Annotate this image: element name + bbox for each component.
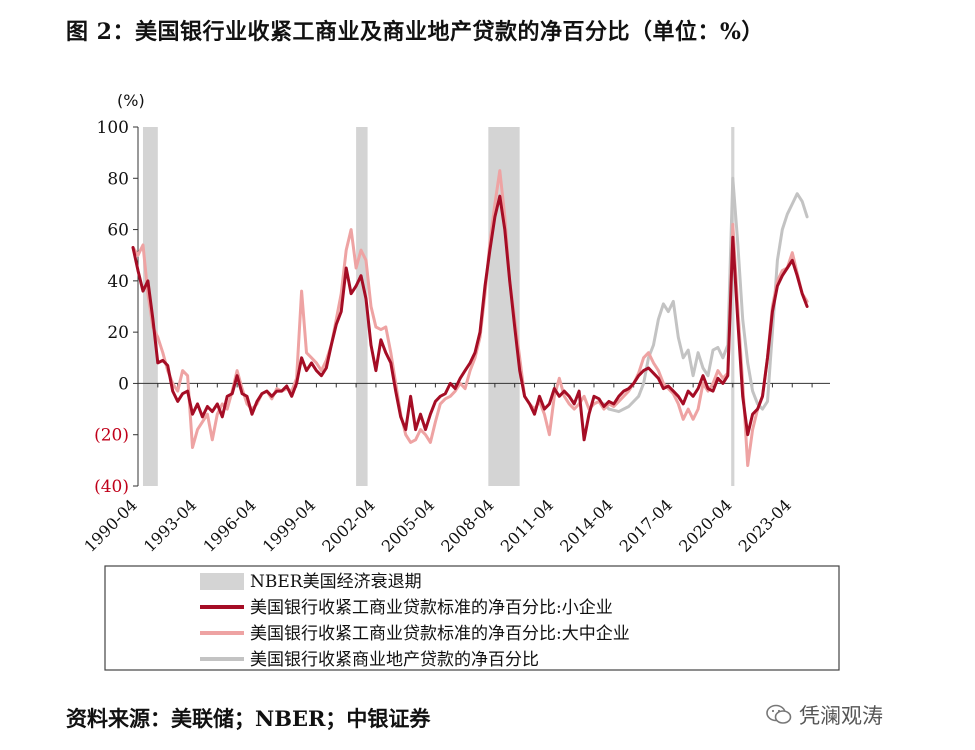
- y-tick-label: 100: [97, 118, 129, 138]
- x-tick-labels: 1990-04 1993-04 1996-04 1999-04 2002-04 2005-…: [80, 495, 795, 555]
- x-tick-label: 2008-04: [437, 495, 497, 555]
- legend-label: 美国银行收紧工商业贷款标准的净百分比:小企业: [250, 598, 613, 618]
- watermark-text: 凭澜观涛: [799, 704, 883, 728]
- recession-band: [356, 127, 368, 486]
- wechat-icon: [766, 704, 792, 724]
- series-line-3: [131, 194, 809, 442]
- recession-band: [731, 127, 735, 486]
- y-tick-label: 80: [107, 169, 129, 189]
- y-unit-label: (%): [117, 91, 145, 110]
- series-lines: [131, 169, 809, 467]
- x-tick-label: 2014-04: [556, 495, 616, 555]
- x-tick-label: 2005-04: [378, 495, 438, 555]
- legend-label: 美国银行收紧商业地产贷款的净百分比: [250, 650, 539, 670]
- y-tick-labels: 100 80 60 40 20 0 (20) (40): [94, 118, 129, 497]
- y-tick-label: (40): [94, 477, 129, 497]
- watermark: 凭澜观涛: [765, 700, 883, 730]
- legend-label: 美国银行收紧工商业贷款标准的净百分比:大中企业: [250, 624, 630, 644]
- x-tick-label: 1999-04: [259, 495, 319, 555]
- x-tick-label: 1993-04: [140, 495, 200, 555]
- chart-title: 图 2：美国银行业收紧工商业及商业地产贷款的净百分比（单位：%）: [66, 19, 764, 45]
- legend-label: NBER美国经济衰退期: [250, 572, 422, 592]
- series-line-2: [131, 169, 809, 467]
- x-tick-label: 1990-04: [80, 495, 140, 555]
- recession-shading: [142, 127, 735, 486]
- x-tick-label: 2023-04: [735, 495, 795, 555]
- x-tick-label: 2017-04: [616, 495, 676, 555]
- y-tick-label: 20: [107, 323, 129, 343]
- y-tick-label: (20): [94, 426, 129, 446]
- x-tick-label: 1996-04: [199, 495, 259, 555]
- x-tick-label: 2011-04: [497, 495, 557, 555]
- y-tick-label: 60: [107, 221, 129, 241]
- recession-band: [488, 127, 520, 486]
- y-tick-label: 40: [107, 272, 129, 292]
- legend: NBER美国经济衰退期美国银行收紧工商业贷款标准的净百分比:小企业美国银行收紧工…: [104, 565, 840, 671]
- legend-swatch: [200, 573, 244, 590]
- y-tick-label: 0: [118, 374, 129, 394]
- source-note: 资料来源：美联储；NBER；中银证券: [66, 706, 431, 731]
- x-tick-label: 2020-04: [675, 495, 735, 555]
- x-tick-label: 2002-04: [318, 495, 378, 555]
